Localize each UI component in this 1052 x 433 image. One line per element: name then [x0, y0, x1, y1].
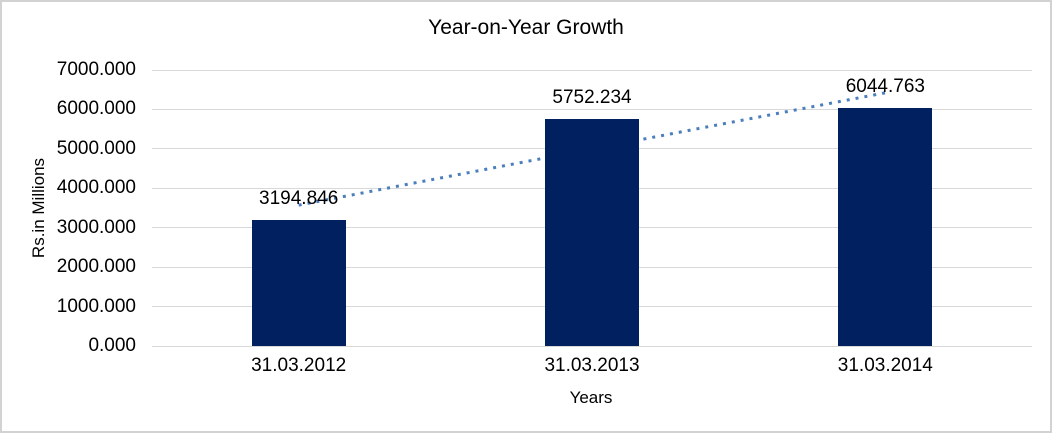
chart-title: Year-on-Year Growth [428, 16, 624, 39]
y-tick-label: 6000.000 [56, 98, 136, 120]
bar-value-label: 3194.846 [259, 188, 339, 210]
y-tick-label: 4000.000 [56, 177, 136, 199]
x-tick-label: 31.03.2012 [251, 355, 347, 376]
gridline [152, 345, 1032, 347]
y-tick-label: 3000.000 [56, 216, 136, 238]
gridline [152, 69, 1032, 71]
bar-value-label: 6044.763 [845, 75, 925, 97]
x-tick-label: 31.03.2013 [544, 355, 640, 376]
bar [545, 119, 639, 346]
gridline [152, 108, 1032, 110]
bar-value-label: 5752.234 [552, 87, 632, 109]
x-axis-title: Years [569, 388, 613, 407]
bar [251, 220, 346, 346]
y-tick-label: 0.000 [88, 335, 136, 356]
y-tick-label: 5000.000 [56, 137, 136, 159]
y-tick-label: 1000.000 [56, 295, 136, 317]
y-tick-label: 2000.000 [56, 256, 136, 278]
y-tick-label: 7000.000 [56, 59, 136, 80]
x-tick-label: 31.03.2014 [837, 355, 933, 376]
bar [838, 107, 933, 346]
